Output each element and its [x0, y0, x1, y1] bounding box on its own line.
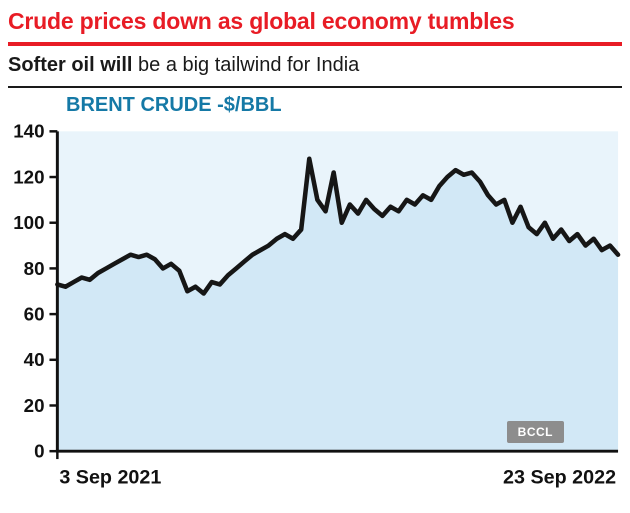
- svg-text:23 Sep 2022: 23 Sep 2022: [503, 467, 616, 489]
- watermark-badge: BCCL: [506, 421, 564, 443]
- subtitle-bold: Softer oil will: [8, 54, 133, 76]
- svg-text:80: 80: [24, 258, 45, 279]
- news-graphic: Crude prices down as global economy tumb…: [8, 0, 622, 505]
- svg-text:20: 20: [24, 395, 45, 416]
- svg-text:0: 0: [34, 441, 44, 462]
- area-chart-canvas: 0 20 40 60 80 100 120 140 3 Sep 2021 23 Sep 2022: [13, 121, 621, 489]
- subtitle-rest: be a big tailwind for India: [132, 54, 360, 76]
- svg-text:60: 60: [24, 304, 45, 325]
- subtitle: Softer oil will be a big tailwind for In…: [8, 46, 622, 88]
- svg-text:40: 40: [24, 349, 45, 370]
- svg-text:100: 100: [13, 212, 44, 233]
- svg-text:120: 120: [13, 166, 44, 187]
- svg-text:3 Sep 2021: 3 Sep 2021: [59, 467, 161, 489]
- chart-title: BRENT CRUDE -$/BBL: [66, 94, 282, 116]
- svg-text:140: 140: [13, 121, 44, 142]
- brent-crude-chart: BRENT CRUDE -$/BBL 0 20 40 60 80 100 120 140 3 S…: [8, 94, 622, 505]
- headline: Crude prices down as global economy tumb…: [8, 6, 622, 46]
